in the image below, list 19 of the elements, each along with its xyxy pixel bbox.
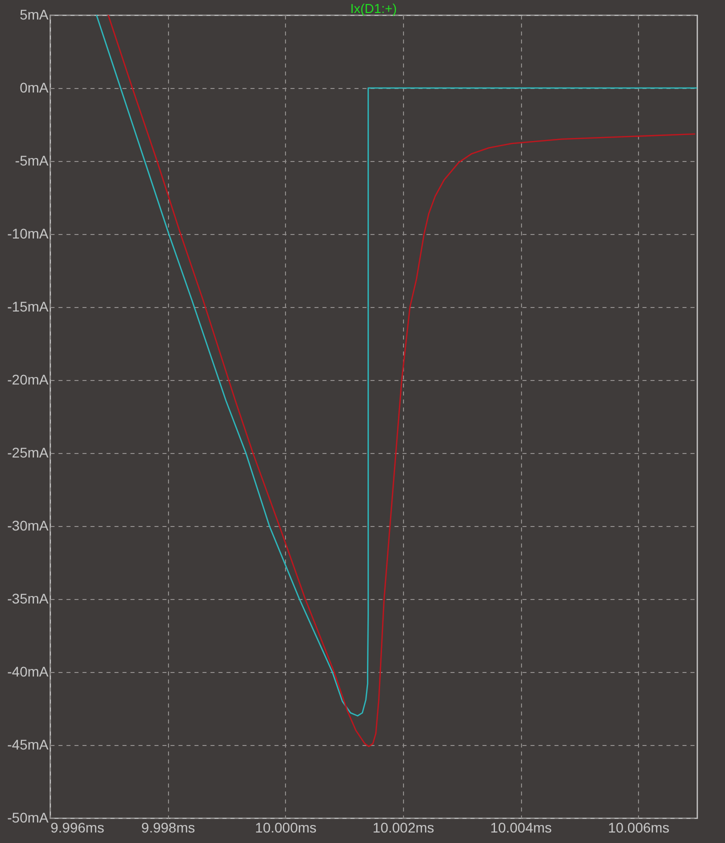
y-tick-label: 0mA [20,80,50,96]
x-tick-label: 9.998ms [141,820,195,836]
y-tick-label: -45mA [7,736,50,752]
y-tick-label: -40mA [7,664,50,680]
y-tick-label: -35mA [7,590,50,606]
y-tick-label: -20mA [7,372,50,388]
chart-title: Ix(D1:+) [350,1,397,16]
y-tick-label: -30mA [7,518,50,534]
x-tick-label: 9.996ms [50,820,104,836]
y-tick-label: -25mA [7,444,50,460]
y-tick-label: -5mA [15,152,50,168]
y-tick-label: -15mA [7,298,50,314]
x-tick-label: 10.006ms [608,820,670,836]
x-tick-label: 10.004ms [490,820,552,836]
y-tick-label: -10mA [7,226,50,242]
x-tick-label: 10.002ms [372,820,434,836]
y-tick-label: 5mA [20,6,50,22]
x-tick-label: 10.000ms [255,820,317,836]
y-tick-label: -50mA [7,810,50,826]
